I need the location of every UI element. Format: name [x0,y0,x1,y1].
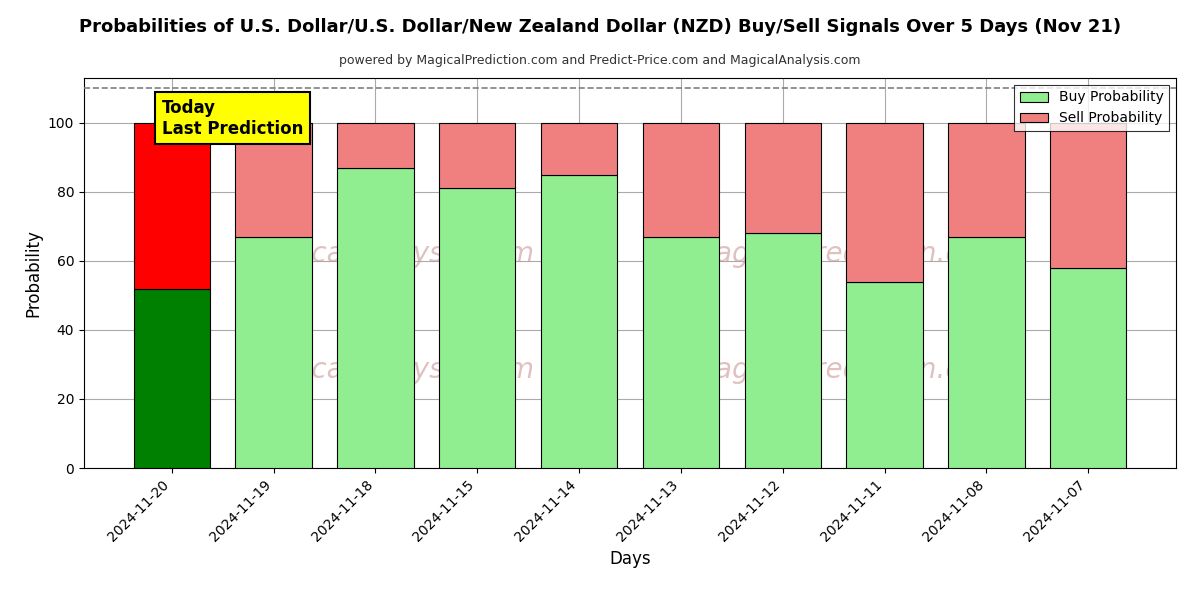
Bar [846,123,923,281]
Text: MagicalAnalysis.com: MagicalAnalysis.com [245,239,534,268]
Bar [643,123,719,237]
Bar [337,123,414,168]
Text: MagicalAnalysis.com: MagicalAnalysis.com [245,356,534,385]
Bar [133,123,210,289]
Bar [235,123,312,237]
Bar [643,237,719,468]
X-axis label: Days: Days [610,550,650,568]
Text: Probabilities of U.S. Dollar/U.S. Dollar/New Zealand Dollar (NZD) Buy/Sell Signa: Probabilities of U.S. Dollar/U.S. Dollar… [79,18,1121,36]
Legend: Buy Probability, Sell Probability: Buy Probability, Sell Probability [1014,85,1169,131]
Text: MagicalPrediction.com: MagicalPrediction.com [691,356,1006,385]
Bar [439,123,516,188]
Text: powered by MagicalPrediction.com and Predict-Price.com and MagicalAnalysis.com: powered by MagicalPrediction.com and Pre… [340,54,860,67]
Bar [846,281,923,468]
Bar [948,123,1025,237]
Bar [744,233,821,468]
Bar [439,188,516,468]
Bar [337,168,414,468]
Bar [541,123,617,175]
Bar [1050,268,1127,468]
Bar [1050,123,1127,268]
Bar [744,123,821,233]
Bar [541,175,617,468]
Bar [133,289,210,468]
Text: MagicalPrediction.com: MagicalPrediction.com [691,239,1006,268]
Y-axis label: Probability: Probability [24,229,42,317]
Text: Today
Last Prediction: Today Last Prediction [162,99,304,137]
Bar [235,237,312,468]
Bar [948,237,1025,468]
